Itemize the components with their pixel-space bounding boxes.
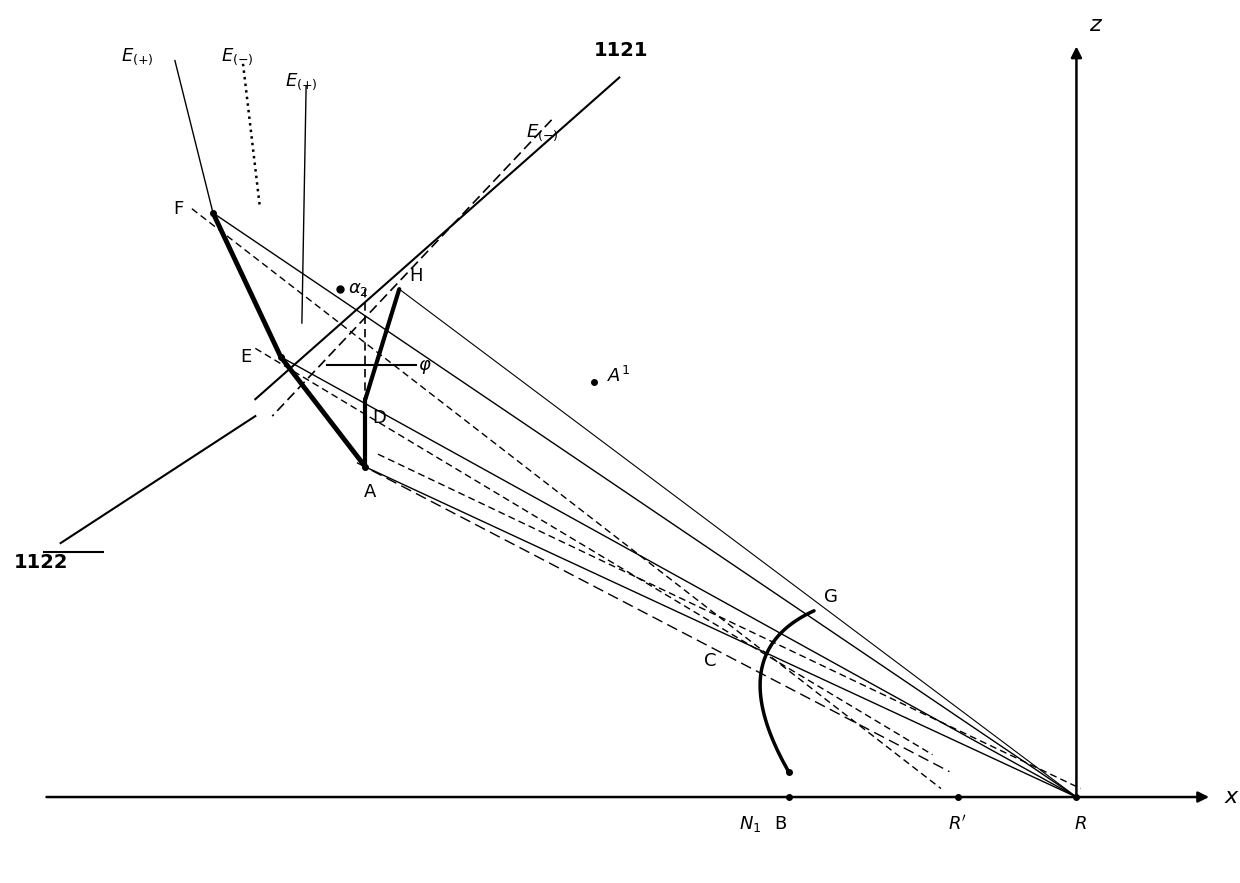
Text: z: z	[1089, 15, 1101, 35]
Text: F: F	[174, 200, 184, 218]
Text: x: x	[1225, 787, 1238, 807]
Text: $E_{(-)}$: $E_{(-)}$	[526, 122, 559, 143]
Text: E: E	[239, 348, 252, 366]
Text: $\varphi$: $\varphi$	[418, 358, 432, 375]
Text: $A^1$: $A^1$	[606, 366, 630, 386]
Text: C: C	[704, 652, 717, 670]
Text: G: G	[825, 588, 838, 607]
Text: $E_{(+)}$: $E_{(+)}$	[122, 46, 154, 66]
Text: 1121: 1121	[594, 42, 649, 60]
Text: $R'$: $R'$	[949, 814, 967, 834]
Text: R: R	[1074, 815, 1087, 834]
Text: B: B	[774, 815, 786, 834]
Text: A: A	[363, 482, 376, 501]
Text: $\alpha_2$: $\alpha_2$	[348, 281, 370, 298]
Text: H: H	[409, 267, 423, 284]
Text: D: D	[372, 409, 386, 426]
Text: 1122: 1122	[14, 554, 68, 572]
Text: $N_1$: $N_1$	[739, 814, 761, 834]
Text: $E_{(+)}$: $E_{(+)}$	[285, 72, 317, 92]
Text: $E_{(-)}$: $E_{(-)}$	[222, 46, 254, 66]
